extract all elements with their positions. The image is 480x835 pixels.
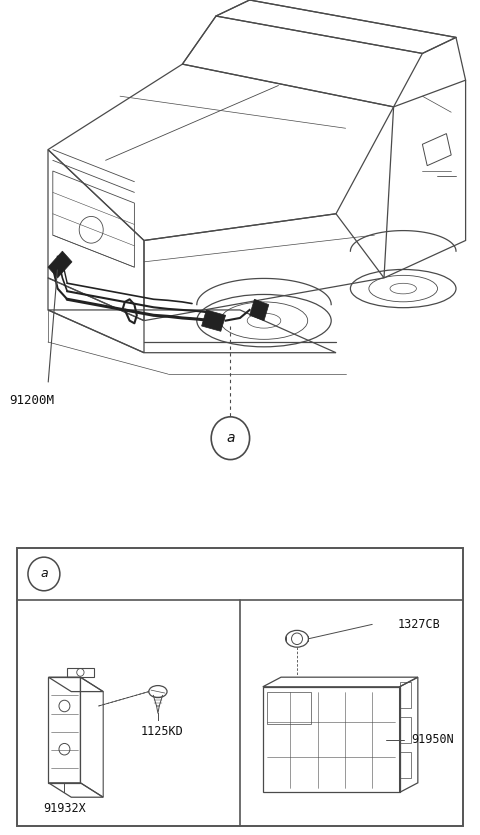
Text: 1327CB: 1327CB <box>398 618 441 631</box>
Text: 91200M: 91200M <box>10 394 55 407</box>
Text: a: a <box>40 568 48 580</box>
Text: a: a <box>226 431 235 445</box>
Bar <box>399 717 411 743</box>
Text: 91932X: 91932X <box>43 802 86 815</box>
Text: 91950N: 91950N <box>411 733 455 746</box>
Text: 1125KD: 1125KD <box>141 725 184 738</box>
Polygon shape <box>250 299 269 321</box>
Bar <box>399 682 411 707</box>
Polygon shape <box>202 310 226 331</box>
Polygon shape <box>48 251 72 278</box>
Bar <box>399 752 411 778</box>
